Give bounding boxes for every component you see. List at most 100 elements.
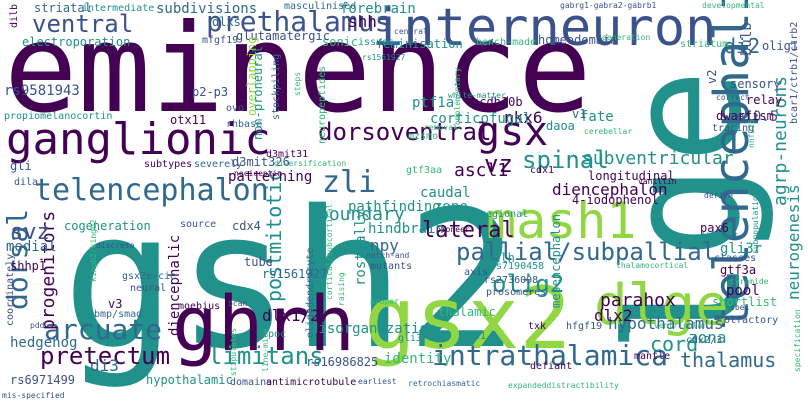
word-ascl1: ascl1 xyxy=(454,160,509,181)
word-rs1561927-2: rs1561927 xyxy=(362,53,406,62)
word-cortical-subcortical: cortical/subcortical xyxy=(325,203,334,300)
word-gli3: gli3 xyxy=(398,333,423,344)
word-ventricular: ventricular xyxy=(654,321,707,330)
word-oligodendrocyte: oligodendrocyte xyxy=(305,247,316,338)
word-diencephalic: diencephalic xyxy=(167,234,183,336)
word-pathfinding: pathfinding xyxy=(348,199,441,215)
word-dila: dila xyxy=(14,177,39,188)
word-fate: fate xyxy=(580,109,614,125)
word-mis-specified: mis-specified xyxy=(2,391,65,400)
word-tracing: tracing xyxy=(712,123,755,134)
word-shhp1: shhp1 xyxy=(10,259,47,273)
word-shh: shh xyxy=(348,12,377,31)
word-expandeddistractibility: expandeddistractibility xyxy=(508,381,619,390)
word-pcdh10b: pcdh10b xyxy=(472,95,523,109)
word-retrochiasmatic: retrochiasmatic xyxy=(408,379,481,388)
word-nnf225: nnf225 xyxy=(747,119,756,148)
word-daoa: daoa xyxy=(546,119,575,133)
word-olig2: olig2 xyxy=(492,270,565,298)
word-rostrally: rostrally xyxy=(353,210,369,286)
word-gsx: gsx xyxy=(476,109,549,155)
word-rhbase: rhbase xyxy=(226,119,263,130)
word-zli: zli xyxy=(322,165,377,200)
word-issues: issues xyxy=(358,37,395,48)
word-dlxs: dlxs xyxy=(212,15,241,29)
word-ganglionic: ganglionic xyxy=(6,114,271,165)
word-derive: derive xyxy=(704,191,733,200)
word-patterning: patterning xyxy=(228,169,313,185)
word-olig1: olig1 xyxy=(762,39,799,53)
word-4-iodophenol: 4-iodophenol xyxy=(572,193,659,207)
word-feminisation: feminisation xyxy=(376,37,463,51)
word-ptf1a: ptf1a xyxy=(412,95,455,111)
word-bcar1-ctrb1-ctrb2: bcar1/ctrb1/ctrb2 xyxy=(789,21,800,124)
word-tube: tube xyxy=(244,255,273,269)
word-vanillin: vanillin xyxy=(638,177,677,186)
word-zona: zona xyxy=(688,328,727,347)
word-glutamatergic: glutamatergic xyxy=(236,29,330,43)
word-vz: vz xyxy=(484,150,513,178)
word-pioneer: pioneer xyxy=(436,225,470,234)
word-developmental: developmental xyxy=(702,1,765,10)
word-eminence: eminence xyxy=(4,0,592,140)
word-arcuate: arcuate xyxy=(44,313,163,346)
word-kingb2-kingb2: kingb2/kingb2 xyxy=(89,219,98,282)
word-cdx4: cdx4 xyxy=(232,219,261,233)
word-correct: correct xyxy=(716,93,750,102)
word-di3: di3 xyxy=(90,356,119,375)
word-txk: txk xyxy=(528,321,547,332)
word-rs2736098: rs2736098 xyxy=(484,275,539,286)
word-white-matter: white-matter xyxy=(448,91,506,100)
word-v3: v3 xyxy=(108,297,123,311)
word-nociceptin: nociceptin xyxy=(234,169,283,178)
word-striatal: striatal xyxy=(34,1,92,15)
word-propiomelanocortin: propiomelanocortin xyxy=(4,111,113,122)
word-defiant: defiant xyxy=(530,361,573,372)
word-cerebellar: cerebellar xyxy=(584,127,633,136)
word-classes: classes xyxy=(714,253,757,264)
word-moebius: moebius xyxy=(178,301,221,312)
word-ventral: ventral xyxy=(32,10,134,38)
word-d3mit31: d3mit31 xyxy=(266,149,309,160)
word-striatum: striatum xyxy=(680,39,729,50)
word-raising: raising xyxy=(337,272,346,306)
word-mash1: mash1 xyxy=(486,192,637,250)
word-hedgehog: hedgehog xyxy=(10,335,78,351)
word-thalamocortical: thalamocortical xyxy=(616,261,689,270)
word-hfgf19: hfgf19 xyxy=(566,321,603,332)
word-disorganization: disorganization xyxy=(310,321,437,337)
word-earliest: earliest xyxy=(358,377,397,386)
word-axis: axis xyxy=(464,267,489,278)
word-limitans: limitans xyxy=(208,342,324,370)
word-shortlist: shortlist xyxy=(712,295,778,309)
word-rs7190458: rs7190458 xyxy=(490,261,545,272)
word-rs1561927: rs1561927 xyxy=(262,267,328,281)
word-bhlh: bhlh xyxy=(486,251,515,265)
word-neurogenesis: neurogenesis xyxy=(784,184,803,300)
word-caudal: caudal xyxy=(420,185,471,201)
word-discrete: discrete xyxy=(96,241,135,250)
word-sonic: sonic xyxy=(322,35,359,49)
word-subdivisions: subdivisions xyxy=(156,1,258,17)
word-e10-5: e10.5 xyxy=(736,109,779,125)
word-nkx6: nkx6 xyxy=(504,108,543,127)
word-distinct: distinct xyxy=(700,231,739,240)
word-steps: steps xyxy=(293,71,302,96)
word-notch-and: notch-and xyxy=(366,251,410,260)
word-pax6: pax6 xyxy=(700,221,729,235)
word-pdd: pdd xyxy=(30,321,45,330)
word-forebrain: forebrain xyxy=(340,1,416,17)
word-source: source xyxy=(180,219,217,230)
word-gsx2: gsx2 xyxy=(364,269,572,369)
word-bench-made: bench-made xyxy=(476,37,537,48)
word-subtypes: subtypes xyxy=(144,159,193,170)
word-interneuron: interneuron xyxy=(372,0,717,58)
word-hypothalamic: hypothalamic xyxy=(146,373,233,387)
word-bmp-smad: bmp/smad xyxy=(94,309,143,320)
word-electroporation: electroporation xyxy=(22,35,131,49)
word-line-mice: line-mice xyxy=(261,328,270,372)
word-npy: npy xyxy=(370,236,399,255)
word-gtf3a: gtf3a xyxy=(720,263,757,277)
word-ovo: ovo xyxy=(226,103,245,114)
